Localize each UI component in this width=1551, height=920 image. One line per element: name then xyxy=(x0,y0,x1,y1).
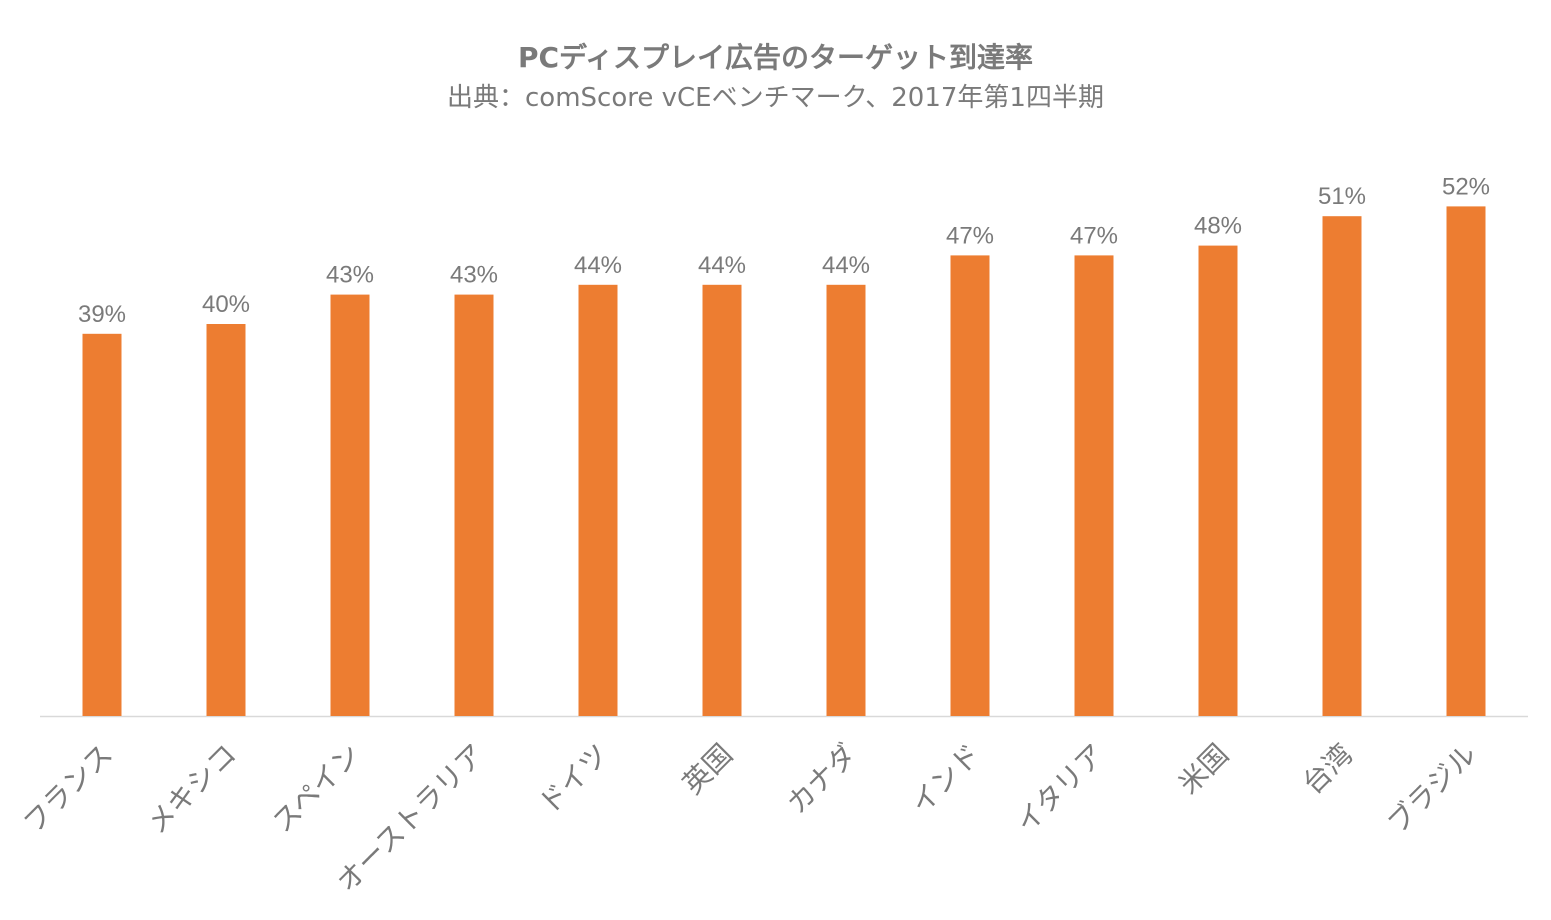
bar xyxy=(1074,255,1114,716)
bar xyxy=(950,255,990,716)
bar xyxy=(206,324,246,716)
bar xyxy=(578,284,618,716)
bar xyxy=(1446,206,1486,716)
chart-title: PCディスプレイ広告のターゲット到達率 xyxy=(517,41,1034,74)
bar xyxy=(1198,245,1238,716)
bar xyxy=(82,333,122,716)
category-label: スペイン xyxy=(266,738,367,839)
bar xyxy=(702,284,742,716)
chart-subtitle: 出典：comScore vCEベンチマーク、2017年第1四半期 xyxy=(447,83,1104,113)
category-label: イタリア xyxy=(1009,738,1111,840)
category-label: カナダ xyxy=(780,738,863,821)
data-label: 51% xyxy=(1318,183,1366,210)
data-label: 47% xyxy=(946,222,994,249)
category-label: ドイツ xyxy=(532,738,615,821)
category-label: インド xyxy=(904,738,987,821)
category-label: メキシコ xyxy=(140,738,243,841)
bar xyxy=(826,284,866,716)
data-label: 43% xyxy=(326,262,374,289)
data-label: 44% xyxy=(822,252,870,279)
bar xyxy=(330,294,370,716)
category-label: ブラジル xyxy=(1381,738,1483,840)
category-label: フランス xyxy=(17,738,119,840)
title-block: PCディスプレイ広告のターゲット到達率 出典：comScore vCEベンチマー… xyxy=(0,38,1551,118)
data-label: 39% xyxy=(78,301,126,328)
data-label: 40% xyxy=(202,291,250,318)
data-label: 43% xyxy=(450,262,498,289)
data-label: 48% xyxy=(1194,213,1242,240)
category-label: 英国 xyxy=(676,738,739,801)
data-label: 44% xyxy=(574,252,622,279)
category-label: 米国 xyxy=(1172,738,1235,801)
bar xyxy=(454,294,494,716)
category-label: 台湾 xyxy=(1296,738,1359,801)
data-label: 52% xyxy=(1442,173,1490,200)
data-label: 44% xyxy=(698,252,746,279)
data-label: 47% xyxy=(1070,222,1118,249)
bar xyxy=(1322,216,1362,716)
